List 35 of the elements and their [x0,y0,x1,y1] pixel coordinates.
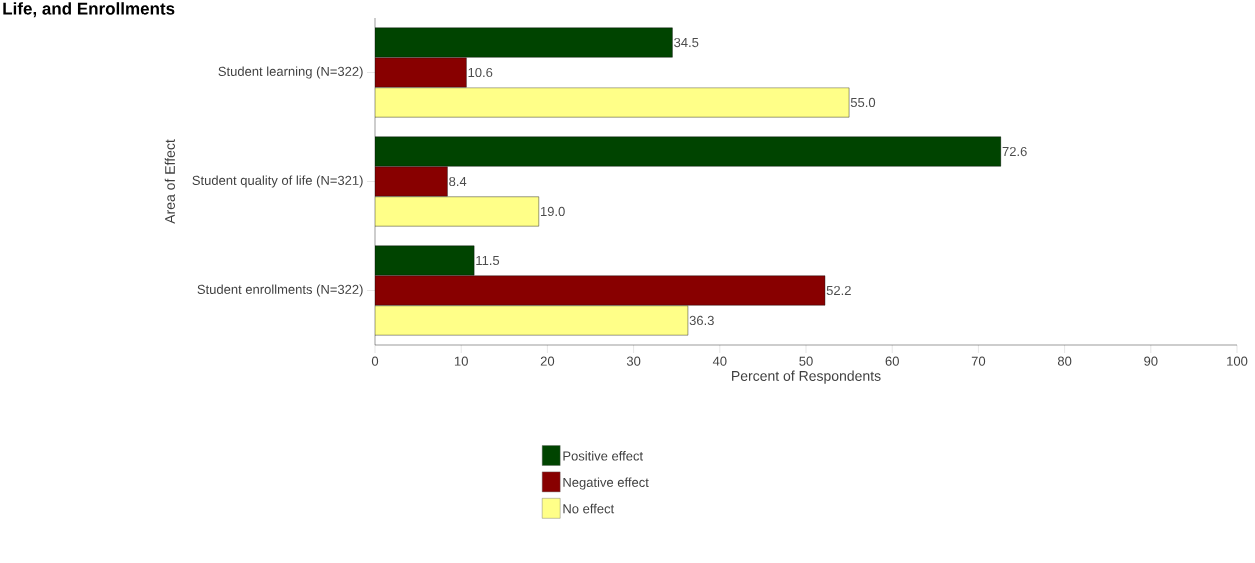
x-tick-label: 80 [1057,356,1072,366]
data-label: 19.0 [540,206,565,217]
data-label: 55.0 [850,97,876,108]
x-tick-label: 40 [712,356,727,366]
bar [375,196,539,227]
data-label: 52.2 [826,285,851,296]
data-label: 36.3 [689,315,714,326]
x-tick-label: 50 [799,356,813,366]
data-label: 8.4 [449,176,467,187]
data-label: 10.6 [468,67,493,78]
y-axis-title: Area of Effect [164,139,175,224]
legend-label: Positive effect [563,451,643,461]
x-tick-label: 100 [1227,356,1248,366]
x-tick-label: 70 [971,356,986,366]
x-axis-title: Percent of Respondents [732,370,881,384]
y-tick-label: Student learning (N=322) [218,66,363,79]
bar [375,166,448,197]
x-tick-label: 20 [540,356,555,366]
x-tick-label: 0 [371,356,379,366]
bar [375,87,850,118]
bar [375,305,689,336]
data-label: 72.6 [1002,146,1027,157]
text: Life, and Enrollments [3,2,175,18]
bar [375,275,826,306]
y-tick-label: Student quality of life (N=321) [192,175,363,188]
data-label: 34.5 [674,37,699,48]
legend-label: No effect [563,503,615,514]
y-tick-label: Student enrollments (N=322) [197,284,363,297]
x-tick-label: 30 [626,356,641,366]
data-label: 11.5 [476,256,500,266]
x-tick-label: 90 [1144,356,1158,366]
legend-label: Negative effect [563,477,649,490]
bar [375,57,467,88]
x-tick-label: 60 [885,356,899,366]
x-tick-label: 10 [454,356,468,366]
